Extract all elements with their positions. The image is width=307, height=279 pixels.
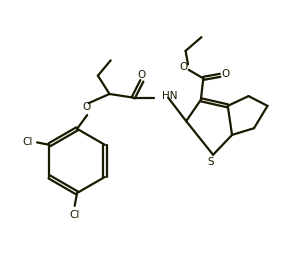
Text: O: O (82, 102, 90, 112)
Text: S: S (207, 157, 214, 167)
Text: O: O (221, 69, 230, 79)
Text: O: O (137, 70, 146, 80)
Text: Cl: Cl (23, 137, 33, 147)
Text: Cl: Cl (69, 210, 80, 220)
Text: O: O (179, 62, 187, 72)
Text: HN: HN (162, 91, 177, 101)
